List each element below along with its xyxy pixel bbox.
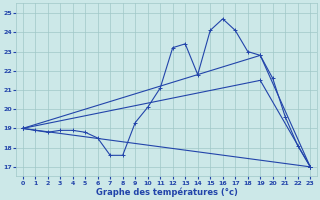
X-axis label: Graphe des températures (°c): Graphe des températures (°c) bbox=[96, 187, 237, 197]
